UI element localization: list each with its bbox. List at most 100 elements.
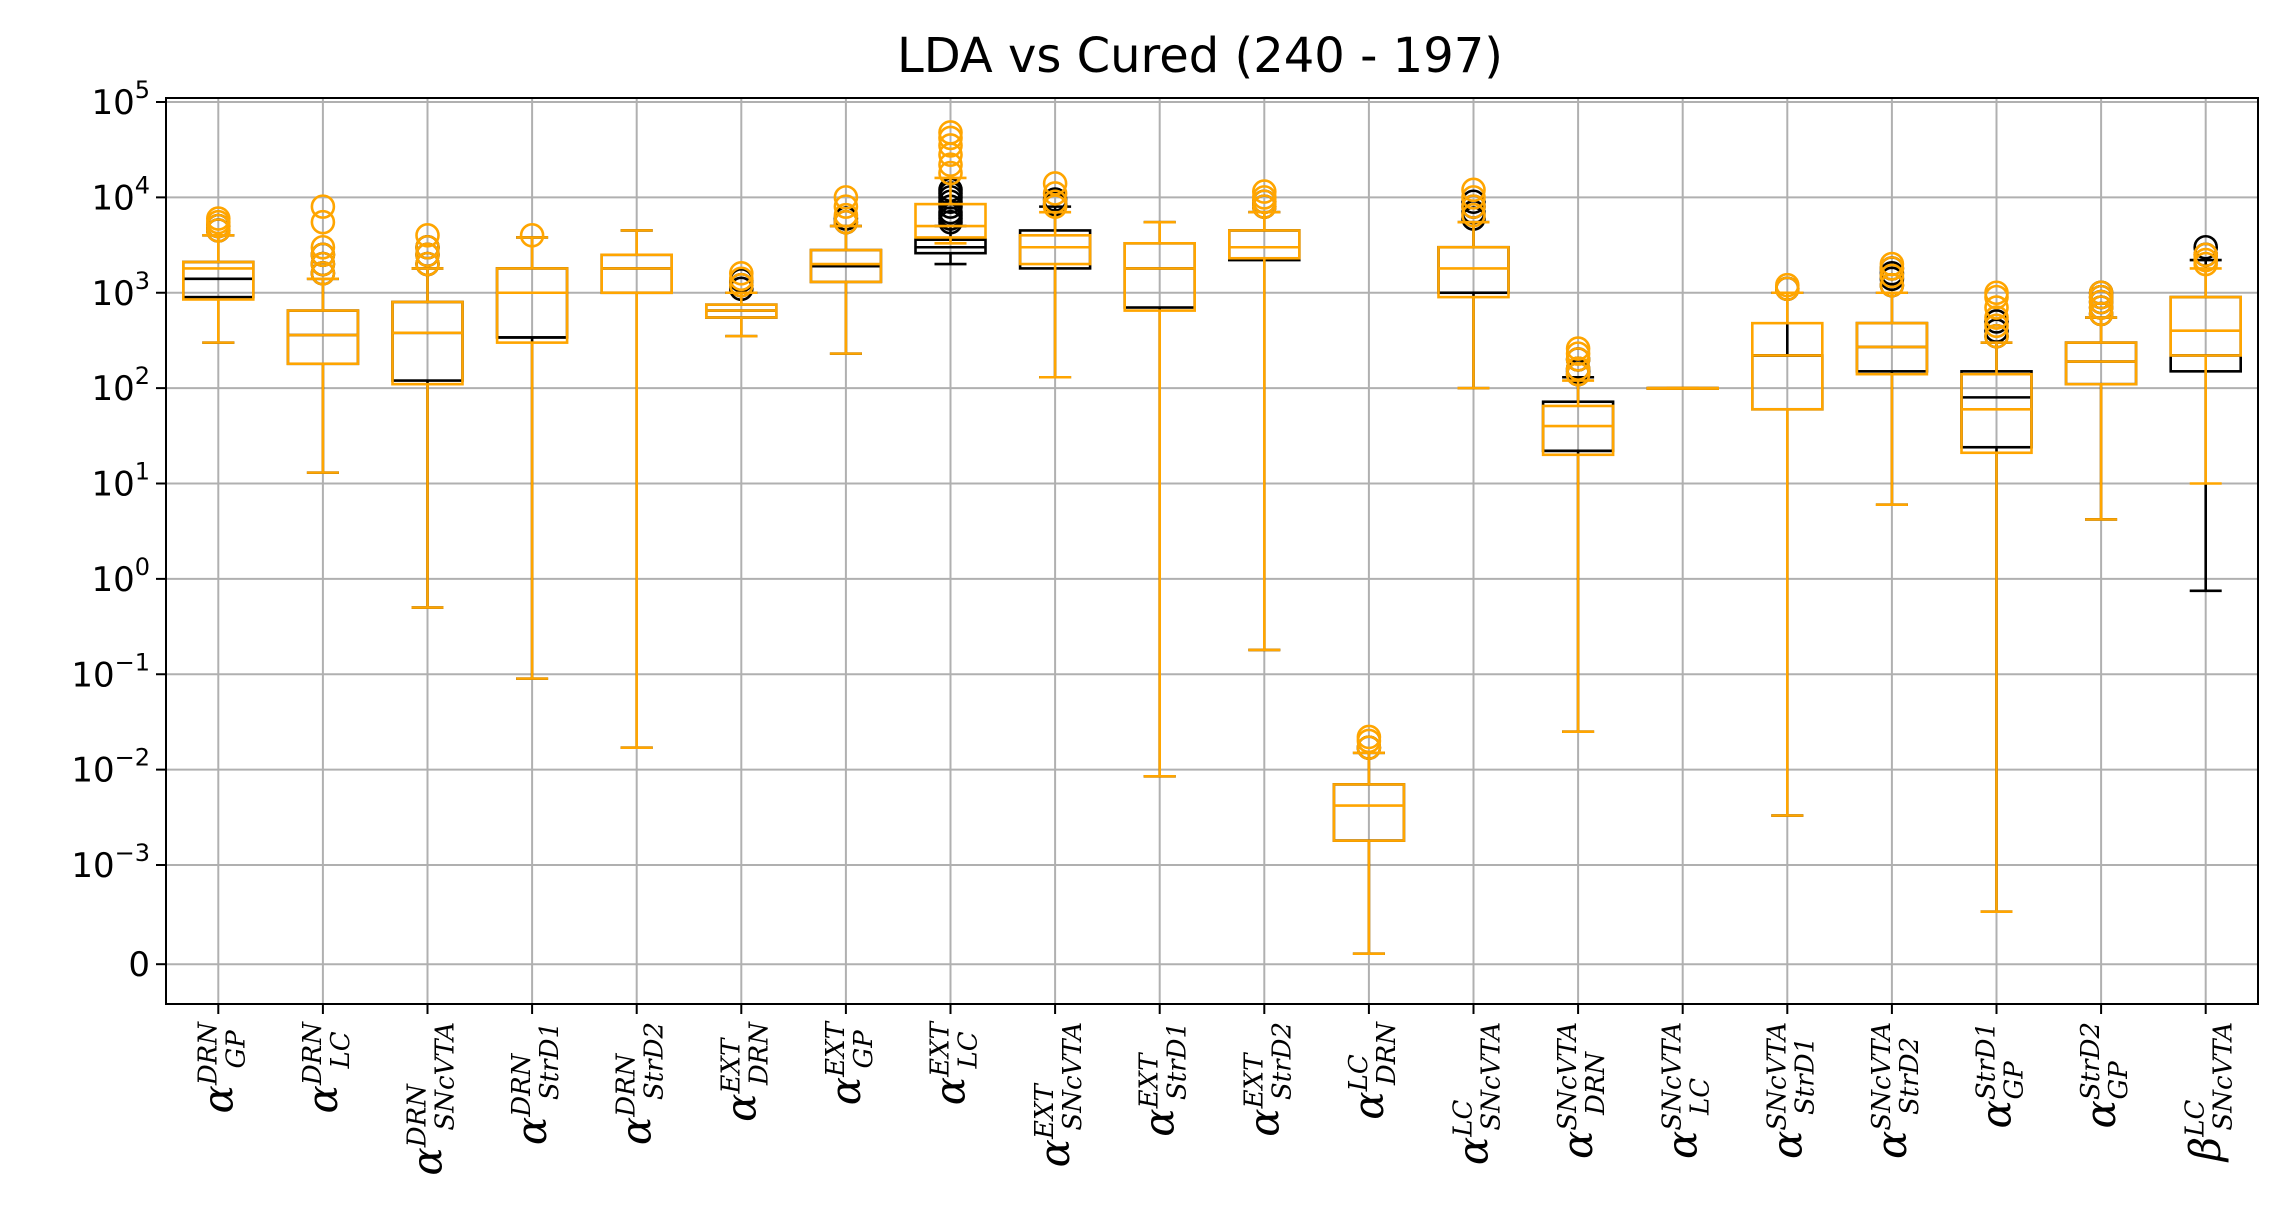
flier-point <box>1984 323 2009 349</box>
x-tick-label: αSNcVTAStrD2 <box>1867 1022 1925 1159</box>
x-tick-label: αEXTDRN <box>716 1021 774 1122</box>
x-tick-label: αEXTStrD1 <box>1135 1022 1193 1137</box>
x-tick-label: αDRNStrD1 <box>507 1022 565 1145</box>
box <box>1018 171 1092 379</box>
x-tick-text: αLCSNcVTA <box>1449 1022 1507 1165</box>
box <box>704 260 778 338</box>
flier-point <box>833 194 859 219</box>
x-tick-label: αEXTLC <box>926 1020 984 1105</box>
flier-point <box>1252 179 1277 204</box>
x-tick-text: αDRNStrD1 <box>507 1022 565 1145</box>
box <box>286 194 360 474</box>
box-body <box>914 202 987 239</box>
flier-point <box>310 260 336 286</box>
x-tick-text: αStrD2GP <box>2076 1022 2134 1128</box>
flier-point <box>1461 202 1486 228</box>
y-tick-label: 10−2 <box>71 744 150 791</box>
x-tick-text: αSNcVTAStrD2 <box>1867 1022 1925 1159</box>
box-body <box>2169 295 2242 357</box>
box <box>600 229 674 749</box>
box <box>182 206 255 344</box>
y-tick-label: 100 <box>91 553 150 600</box>
x-tick-text: αLCDRN <box>1344 1021 1402 1120</box>
flier-point <box>1879 263 1905 289</box>
flier-point <box>1565 347 1591 372</box>
flier-point <box>1252 185 1277 210</box>
flier-point <box>1461 177 1486 203</box>
box <box>391 223 464 609</box>
flier-point <box>415 234 440 260</box>
flier-point <box>310 234 336 260</box>
x-tick-text: αSNcVTALC <box>1658 1022 1716 1159</box>
flier-point <box>728 260 754 286</box>
box <box>1751 272 1824 817</box>
flier-point <box>938 152 963 178</box>
x-tick-label: αEXTStrD2 <box>1239 1022 1297 1137</box>
y-tick-label: 102 <box>91 362 150 409</box>
x-tick-text: βLCSNcVTA <box>2181 1022 2239 1163</box>
flier-point <box>1356 724 1382 750</box>
box-body <box>1751 321 1824 411</box>
x-tick-text: αEXTStrD1 <box>1135 1022 1193 1137</box>
x-tick-label: αLCSNcVTA <box>1449 1022 1507 1165</box>
x-tick-label: αStrD1GP <box>1972 1022 2030 1128</box>
flier-point <box>1984 280 2009 306</box>
box <box>1332 724 1406 956</box>
box <box>1541 336 1615 733</box>
x-tick-text: αEXTStrD2 <box>1239 1022 1297 1137</box>
x-tick-text: αSNcVTAStrD1 <box>1762 1022 1820 1159</box>
box <box>1855 251 1929 506</box>
x-axis: αDRNGP αDRNLC αDRNSNcVTA αDRNStrD1 αDRNStrD2… <box>193 1004 2239 1176</box>
x-tick-label: αDRNStrD2 <box>612 1022 670 1145</box>
x-tick-text: αDRNLC <box>298 1021 356 1114</box>
box-body <box>286 309 360 366</box>
x-tick-text: αStrD1GP <box>1972 1022 2030 1128</box>
flier-point <box>833 209 859 235</box>
flier-point <box>1775 272 1800 298</box>
flier-point <box>833 185 859 210</box>
flier-point <box>938 120 963 145</box>
flier-point <box>2088 280 2114 306</box>
x-tick-label: αEXTSNcVTA <box>1030 1022 1088 1167</box>
box-body <box>1541 404 1615 457</box>
box <box>2169 242 2242 485</box>
x-tick-label: βLCSNcVTA <box>2181 1022 2239 1163</box>
grid-lines <box>166 98 2258 1004</box>
box <box>809 185 883 355</box>
box-body <box>1960 372 2033 455</box>
box <box>1646 386 1719 390</box>
box <box>2064 280 2138 521</box>
x-tick-label: αEXTGP <box>821 1020 879 1105</box>
boxes <box>182 120 2242 956</box>
x-tick-label: αDRNGP <box>193 1021 251 1114</box>
y-tick-label: 101 <box>91 458 150 505</box>
x-tick-text: αEXTLC <box>926 1020 984 1105</box>
flier-point <box>310 209 336 235</box>
flier-point <box>1356 735 1382 760</box>
chart-title: LDA vs Cured (240 - 197) <box>897 28 1503 84</box>
flier-point <box>310 194 336 219</box>
box-body <box>1855 321 1929 376</box>
box <box>1960 280 2033 914</box>
flier-point <box>1461 185 1486 210</box>
y-tick-label: 104 <box>91 171 150 218</box>
x-tick-text: αDRNStrD2 <box>612 1022 670 1145</box>
flier-point <box>206 206 231 231</box>
x-tick-label: αStrD2GP <box>2076 1022 2134 1128</box>
box-body <box>809 248 883 284</box>
box-body <box>1123 241 1196 312</box>
x-tick-text: αSNcVTADRN <box>1553 1022 1611 1159</box>
x-tick-label: αSNcVTAStrD1 <box>1762 1022 1820 1159</box>
box-body <box>1332 783 1406 842</box>
box <box>1228 179 1301 652</box>
flier-point <box>1879 251 1905 277</box>
flier-point <box>310 251 336 277</box>
flier-point <box>728 272 754 298</box>
x-tick-text: αEXTDRN <box>716 1021 774 1122</box>
flier-point <box>2193 234 2218 260</box>
y-tick-label: 105 <box>91 76 150 123</box>
flier-point <box>833 202 859 228</box>
box <box>914 120 987 245</box>
box <box>1437 177 1510 390</box>
x-tick-text: αDRNGP <box>193 1021 251 1114</box>
